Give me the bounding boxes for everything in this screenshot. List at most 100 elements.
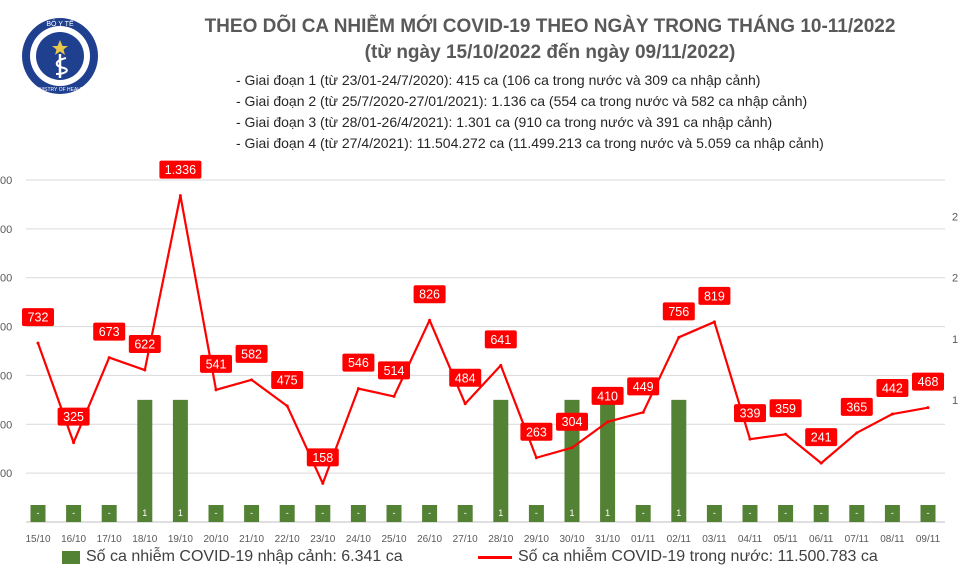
logo-bottom-text: MINISTRY OF HEALTH	[34, 87, 87, 93]
bar	[635, 505, 651, 522]
line-label-box	[342, 353, 375, 372]
line-data-label: 826	[419, 288, 440, 302]
line-label-box	[200, 354, 232, 373]
line-label-box	[876, 379, 909, 398]
legend-domestic-label: Số ca nhiễm COVID-19 trong nước: 11.500.…	[518, 548, 878, 565]
left-tick-label: 00	[0, 370, 12, 382]
x-tick-label: 28/10	[488, 534, 513, 545]
x-tick-label: 24/10	[346, 534, 371, 545]
line-point	[178, 194, 182, 198]
line-label-box	[22, 308, 54, 327]
line-label-box	[413, 285, 446, 304]
line-label-box	[378, 361, 410, 380]
line-label-box	[484, 330, 517, 349]
line-label-box	[93, 322, 126, 341]
x-tick-label: 04/11	[738, 534, 763, 545]
line-label-box	[306, 448, 339, 467]
right-tick-label: 1	[952, 395, 958, 407]
left-tick-label: 00	[0, 175, 12, 187]
bar-label: -	[535, 508, 538, 518]
bar-label: -	[393, 508, 396, 518]
line-data-label: 732	[28, 311, 49, 325]
bar	[172, 399, 188, 522]
line-point	[214, 388, 218, 392]
x-tick-label: 17/10	[97, 534, 122, 545]
bar	[279, 505, 295, 522]
line-point	[712, 320, 716, 324]
line-point	[428, 318, 432, 322]
line-label-box	[591, 386, 624, 405]
line-data-label: 468	[918, 375, 939, 389]
left-tick-label: 00	[0, 468, 12, 480]
bar	[742, 505, 758, 522]
bar	[208, 505, 224, 522]
bar-label: -	[749, 508, 752, 518]
bar-label: -	[642, 508, 645, 518]
line-label-box	[159, 160, 202, 179]
x-tick-label: 15/10	[25, 534, 50, 545]
line-point	[36, 341, 40, 345]
x-tick-label: 09/11	[916, 534, 941, 545]
line-data-label: 359	[775, 402, 796, 416]
line-point	[570, 446, 574, 450]
bar	[101, 505, 117, 522]
line-data-label: 365	[846, 400, 867, 414]
x-tick-label: 08/11	[880, 534, 905, 545]
bar	[600, 399, 616, 522]
bar-label: -	[464, 508, 467, 518]
line-label-box	[449, 368, 482, 387]
bar	[706, 505, 722, 522]
legend-line-swatch	[478, 555, 512, 559]
bar-label: -	[215, 508, 218, 518]
line-point	[784, 432, 788, 436]
line-point	[392, 394, 396, 398]
bar	[315, 505, 331, 522]
line-label-box	[128, 335, 161, 354]
x-tick-label: 31/10	[595, 534, 620, 545]
domestic-cases-line	[36, 194, 929, 485]
x-tick-label: 16/10	[61, 534, 86, 545]
x-tick-label: 30/10	[559, 534, 584, 545]
line-data-label: 546	[348, 356, 369, 370]
line-label-box	[769, 399, 802, 418]
bar-label: -	[820, 508, 823, 518]
x-tick-label: 05/11	[773, 534, 798, 545]
star-icon	[52, 40, 68, 55]
bar	[671, 399, 687, 522]
x-tick-label: 07/11	[845, 534, 870, 545]
bar	[30, 505, 46, 522]
left-tick-label: 00	[0, 273, 12, 285]
line-point	[499, 363, 503, 367]
phase-3-text: - Giai đoạn 3 (từ 28/01-26/4/2021): 1.30…	[236, 114, 773, 130]
bar-label: 1	[498, 508, 503, 518]
bar	[920, 505, 936, 522]
line-data-label: 339	[740, 407, 761, 421]
line-data-label: 673	[99, 325, 120, 339]
bar-label: -	[108, 508, 111, 518]
line-point	[463, 402, 467, 406]
line-data-label: 158	[312, 451, 333, 465]
x-tick-label: 03/11	[702, 534, 727, 545]
line-point	[748, 437, 752, 441]
bar-label: 1	[676, 508, 681, 518]
phase-4-text: - Giai đoạn 4 (từ 27/4/2021): 11.504.272…	[236, 135, 824, 151]
phase-2-text: - Giai đoạn 2 (từ 25/7/2020-27/01/2021):…	[236, 93, 808, 109]
bar-label: 1	[569, 508, 574, 518]
x-tick-label: 21/10	[239, 534, 264, 545]
line-label-box	[912, 372, 944, 391]
bar-label: -	[428, 508, 431, 518]
chart-title: THEO DÕI CA NHIỄM MỚI COVID-19 THEO NGÀY…	[204, 16, 896, 37]
bar	[350, 505, 366, 522]
line-point	[890, 412, 894, 416]
line-point	[641, 410, 645, 414]
line-data-label: 410	[597, 389, 618, 403]
bar-label: -	[927, 508, 930, 518]
line-data-label: 541	[206, 357, 227, 371]
bar-label: -	[286, 508, 289, 518]
line-data-label: 641	[490, 333, 511, 347]
line-data-label: 819	[704, 289, 725, 303]
line-label-box	[805, 428, 838, 447]
left-tick-label: 00	[0, 224, 12, 236]
bar	[778, 505, 794, 522]
line-label-box	[627, 377, 660, 396]
